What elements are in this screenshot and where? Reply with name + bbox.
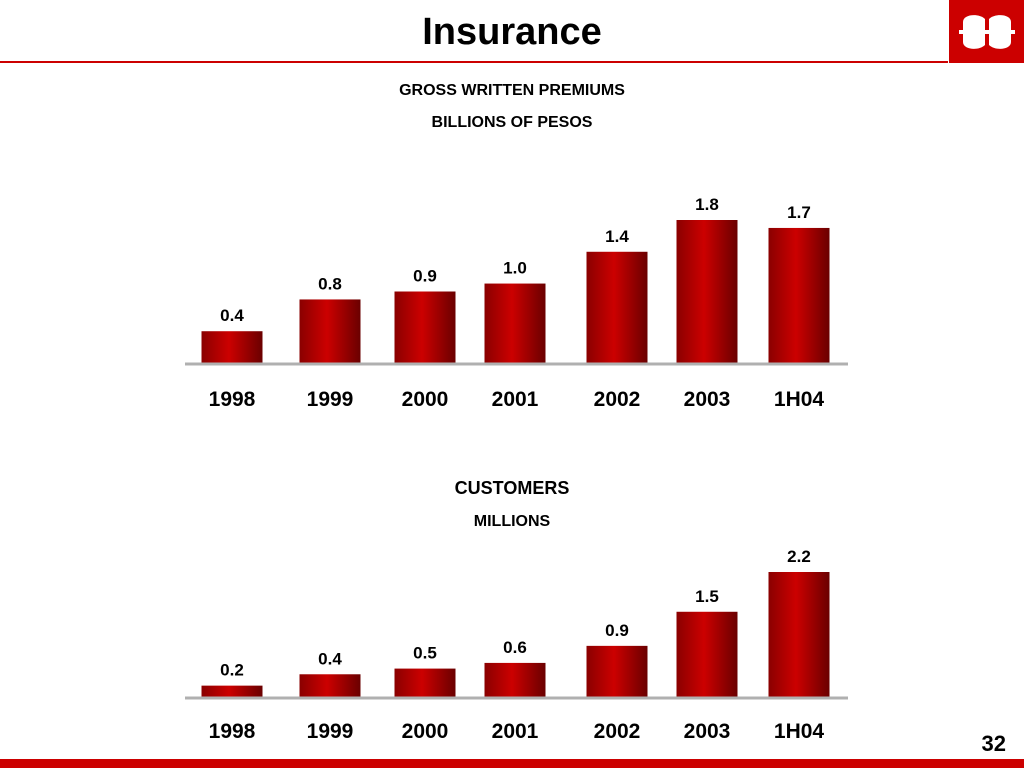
company-logo-icon xyxy=(949,0,1024,63)
value-label-1H04: 1.7 xyxy=(787,203,811,222)
category-label-2001: 2001 xyxy=(492,720,539,743)
header-rule xyxy=(0,61,948,63)
bar-2002 xyxy=(586,251,648,363)
category-label-2003: 2003 xyxy=(684,388,731,411)
bar-2003 xyxy=(676,220,738,363)
bar-2003 xyxy=(676,611,738,697)
bar-1H04 xyxy=(768,227,830,363)
category-label-2001: 2001 xyxy=(492,388,539,411)
value-label-1H04: 2.2 xyxy=(787,547,811,566)
chart-2-subtitle: MILLIONS xyxy=(473,513,551,530)
value-label-2002: 1.4 xyxy=(605,227,629,246)
category-label-1H04: 1H04 xyxy=(774,720,825,743)
bar-1998 xyxy=(201,331,263,363)
value-label-2001: 0.6 xyxy=(503,638,527,657)
category-label-2002: 2002 xyxy=(594,388,641,411)
page-title: Insurance xyxy=(422,11,602,53)
bar-2000 xyxy=(394,291,456,363)
category-label-2000: 2000 xyxy=(402,388,449,411)
value-label-2003: 1.5 xyxy=(695,587,719,606)
bar-1999 xyxy=(299,299,361,363)
category-label-1999: 1999 xyxy=(307,388,354,411)
value-label-1998: 0.2 xyxy=(220,661,244,680)
category-label-1999: 1999 xyxy=(307,720,354,743)
value-label-2000: 0.9 xyxy=(413,267,437,286)
category-label-2000: 2000 xyxy=(402,720,449,743)
category-label-2002: 2002 xyxy=(594,720,641,743)
category-label-1H04: 1H04 xyxy=(774,388,825,411)
value-label-1999: 0.8 xyxy=(318,274,342,293)
bar-2002 xyxy=(586,645,648,697)
value-label-2000: 0.5 xyxy=(413,644,437,663)
value-label-2002: 0.9 xyxy=(605,621,629,640)
premiums-bar-chart: 0.4 1998 0.8 1999 0.9 2000 1.0 2001 1.4 2002 1.8 20… xyxy=(185,195,848,411)
bar-1998 xyxy=(201,685,263,697)
chart-1-subtitle: BILLIONS OF PESOS xyxy=(431,114,593,131)
category-label-1998: 1998 xyxy=(209,388,256,411)
bar-2001 xyxy=(484,283,546,363)
chart-1-title: GROSS WRITTEN PREMIUMS xyxy=(399,82,625,99)
bar-2000 xyxy=(394,668,456,697)
value-label-2003: 1.8 xyxy=(695,195,719,214)
category-label-1998: 1998 xyxy=(209,720,256,743)
value-label-1999: 0.4 xyxy=(318,649,342,668)
page-number: 32 xyxy=(981,731,1006,756)
value-label-1998: 0.4 xyxy=(220,306,244,325)
footer-bar xyxy=(0,759,1024,768)
category-label-2003: 2003 xyxy=(684,720,731,743)
bar-1H04 xyxy=(768,572,830,697)
chart-2-title: CUSTOMERS xyxy=(454,478,570,498)
bar-2001 xyxy=(484,662,546,697)
bar-1999 xyxy=(299,674,361,697)
value-label-2001: 1.0 xyxy=(503,259,527,278)
